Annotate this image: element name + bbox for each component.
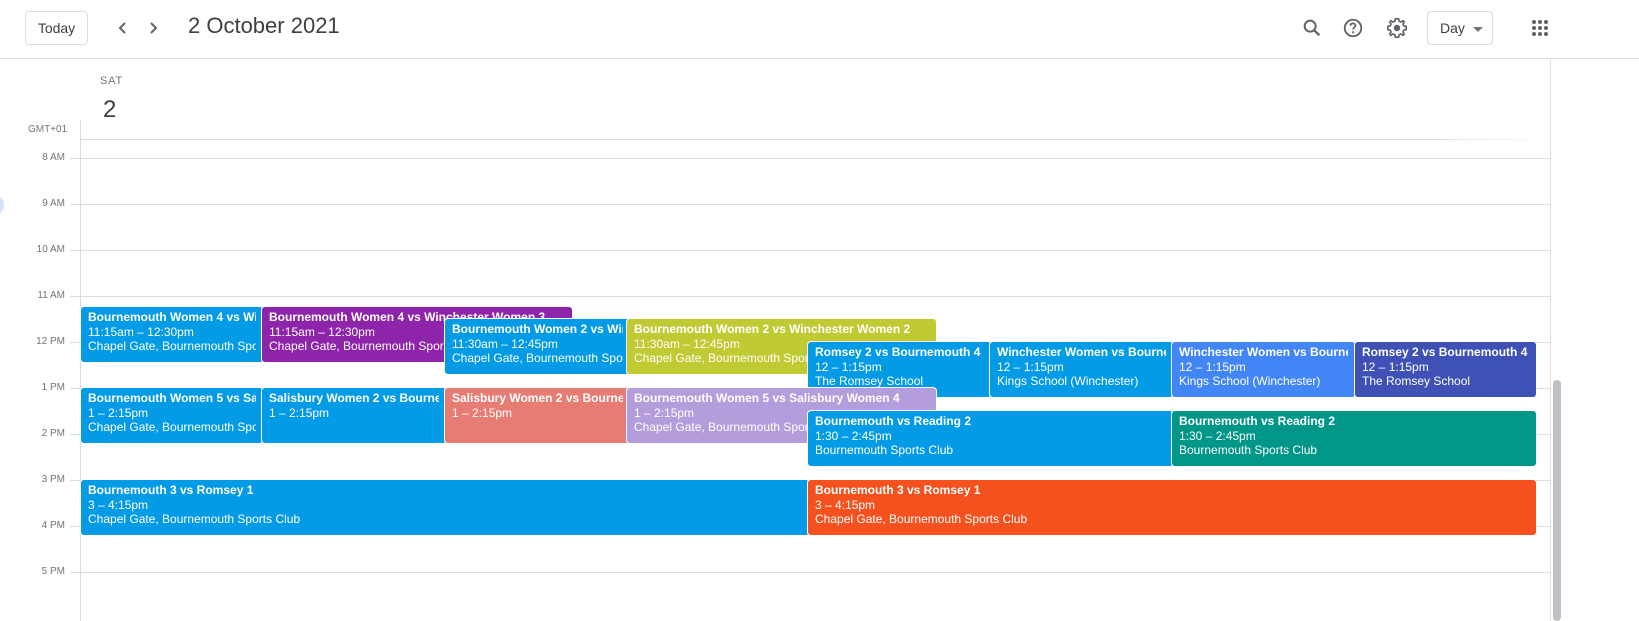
chevron-left-icon <box>118 22 126 34</box>
hour-label: 8 AM <box>42 152 65 163</box>
event-title: Salisbury Women 2 vs Bournemouth Women 1 <box>452 391 623 405</box>
event-time: 12 – 1:15pm <box>1179 359 1246 374</box>
event-title: Romsey 2 vs Bournemouth 4 <box>1362 345 1528 359</box>
event-title: Bournemouth Women 2 vs Winchester Women … <box>452 322 623 336</box>
event-title: Salisbury Women 2 vs Bournemouth Women 1 <box>269 391 439 405</box>
event-location: The Romsey School <box>815 374 924 388</box>
event-time: 11:30am – 12:45pm <box>452 336 558 351</box>
chevron-right-icon <box>150 22 158 34</box>
view-selector[interactable]: Day <box>1427 11 1493 45</box>
header-divider <box>81 139 1546 140</box>
calendar-event[interactable]: Winchester Women vs Bournemouth Women 3 … <box>1171 341 1356 398</box>
search-icon <box>1303 19 1321 37</box>
event-time: 1 – 2:15pm <box>88 405 149 420</box>
event-location: Chapel Gate, Bournemouth Sports Club <box>634 420 847 434</box>
today-button[interactable]: Today <box>25 11 88 45</box>
event-title: Winchester Women vs Bournemouth Women 3 <box>1179 345 1348 359</box>
event-location: Bournemouth Sports Club <box>815 443 954 457</box>
event-title: Bournemouth Women 4 vs Winchester Women … <box>88 310 256 324</box>
calendar-event[interactable]: Bournemouth 3 vs Romsey 1 3 – 4:15pm Cha… <box>807 479 1537 536</box>
hour-line <box>70 296 1550 297</box>
event-location: Chapel Gate, Bournemouth Sports Club <box>269 339 482 353</box>
help-icon <box>1343 18 1363 38</box>
event-time: 1 – 2:15pm <box>452 405 513 420</box>
event-title: Bournemouth 3 vs Romsey 1 <box>815 483 981 497</box>
event-time: 12 – 1:15pm <box>1362 359 1429 374</box>
event-time: 12 – 1:15pm <box>815 359 882 374</box>
top-app-bar: Today 2 October 2021 Day <box>0 0 1639 59</box>
event-title: Bournemouth 3 vs Romsey 1 <box>88 483 254 497</box>
current-date-title: 2 October 2021 <box>188 13 340 38</box>
calendar-event[interactable]: Bournemouth 3 vs Romsey 1 3 – 4:15pm Cha… <box>80 479 810 536</box>
event-title: Bournemouth vs Reading 2 <box>1179 414 1336 428</box>
hour-label: 11 AM <box>37 290 65 301</box>
calendar-event[interactable]: Bournemouth vs Reading 2 1:30 – 2:45pm B… <box>1171 410 1537 467</box>
event-time: 12 – 1:15pm <box>997 359 1064 374</box>
event-title: Bournemouth Women 5 vs Salisbury Women 4 <box>88 391 256 405</box>
day-number[interactable]: 2 <box>103 96 117 123</box>
hour-label: 2 PM <box>41 428 65 439</box>
event-time: 11:15am – 12:30pm <box>88 324 194 339</box>
calendar-event[interactable]: Romsey 2 vs Bournemouth 4 12 – 1:15pm Th… <box>1354 341 1537 398</box>
apps-grid-icon <box>1532 20 1548 36</box>
calendar-event[interactable]: Bournemouth vs Reading 2 1:30 – 2:45pm B… <box>807 410 1174 467</box>
event-location: Kings School (Winchester) <box>1179 374 1321 388</box>
event-time: 1:30 – 2:45pm <box>1179 428 1256 443</box>
scrollbar-thumb[interactable] <box>1553 380 1561 621</box>
calendar-event[interactable]: Salisbury Women 2 vs Bournemouth Women 1… <box>444 387 631 444</box>
event-title: Romsey 2 vs Bournemouth 4 <box>815 345 981 359</box>
event-location: Kings School (Winchester) <box>997 374 1139 388</box>
hour-label: 4 PM <box>41 520 65 531</box>
calendar-event[interactable]: Bournemouth Women 5 vs Salisbury Women 4… <box>626 387 937 444</box>
event-time: 1:30 – 2:45pm <box>815 428 892 443</box>
event-title: Winchester Women vs Bournemouth Women 3 <box>997 345 1166 359</box>
hour-label: 1 PM <box>41 382 65 393</box>
event-location: The Romsey School <box>1362 374 1471 388</box>
hour-label: 10 AM <box>36 244 65 255</box>
event-location: Chapel Gate, Bournemouth Sports Club <box>88 339 256 353</box>
calendar-event[interactable]: Bournemouth Women 5 vs Salisbury Women 4… <box>80 387 264 444</box>
event-location: Chapel Gate, Bournemouth Sports Club <box>88 420 256 434</box>
dropdown-caret-icon <box>1473 27 1483 32</box>
event-time: 1 – 2:15pm <box>634 405 695 420</box>
settings-button[interactable] <box>1381 12 1413 44</box>
hour-line <box>70 250 1550 251</box>
event-time: 3 – 4:15pm <box>88 497 149 512</box>
timezone-label: GMT+01 <box>28 124 68 135</box>
event-location: Chapel Gate, Bournemouth Sports Club <box>815 512 1028 526</box>
view-selector-label: Day <box>1440 20 1465 36</box>
hour-line <box>70 204 1550 205</box>
scrollbar-track <box>1550 60 1551 621</box>
search-button[interactable] <box>1296 12 1328 44</box>
hour-line <box>70 158 1550 159</box>
event-location: Chapel Gate, Bournemouth Sports Club <box>634 351 847 365</box>
event-title: Bournemouth Women 5 vs Salisbury Women 4 <box>634 391 900 405</box>
calendar-event[interactable]: Winchester Women vs Bournemouth Women 3 … <box>989 341 1174 398</box>
event-time: 3 – 4:15pm <box>815 497 876 512</box>
hour-line <box>70 572 1550 573</box>
apps-button[interactable] <box>1524 12 1556 44</box>
event-title: Bournemouth vs Reading 2 <box>815 414 972 428</box>
event-time: 11:30am – 12:45pm <box>634 336 740 351</box>
previous-day-button[interactable] <box>109 14 137 42</box>
event-time: 1 – 2:15pm <box>269 405 330 420</box>
gear-icon <box>1387 18 1407 38</box>
hour-label: 9 AM <box>42 198 65 209</box>
event-location: Chapel Gate, Bournemouth Sports Club <box>452 351 623 365</box>
hour-label: 3 PM <box>41 474 65 485</box>
grid-left-border <box>80 120 81 621</box>
hour-label: 12 PM <box>36 336 65 347</box>
day-of-week: SAT <box>100 75 123 87</box>
help-button[interactable] <box>1337 12 1369 44</box>
calendar-event[interactable]: Bournemouth Women 2 vs Winchester Women … <box>444 318 631 375</box>
next-day-button[interactable] <box>139 14 167 42</box>
side-panel-indicator <box>0 196 4 214</box>
event-time: 11:15am – 12:30pm <box>269 324 375 339</box>
event-location: Bournemouth Sports Club <box>1179 443 1318 457</box>
calendar-event[interactable]: Salisbury Women 2 vs Bournemouth Women 1… <box>261 387 447 444</box>
event-title: Bournemouth Women 2 vs Winchester Women … <box>634 322 911 336</box>
event-location: Chapel Gate, Bournemouth Sports Club <box>88 512 301 526</box>
hour-label: 5 PM <box>41 566 65 577</box>
calendar-event[interactable]: Bournemouth Women 4 vs Winchester Women … <box>80 306 264 363</box>
